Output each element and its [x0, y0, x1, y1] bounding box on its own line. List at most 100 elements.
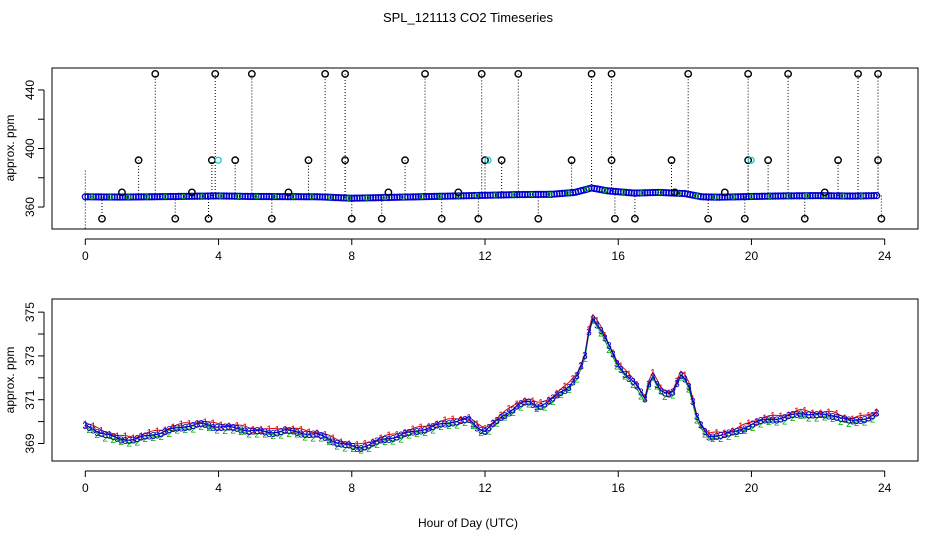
series-point-3: 3	[526, 397, 532, 408]
series-point-2: 2	[710, 434, 716, 445]
series-point-1: 1	[650, 368, 656, 379]
series-point-1: 1	[618, 362, 624, 373]
baseline-point	[169, 192, 177, 201]
series-point-1: 1	[762, 413, 768, 424]
outlier-point-mid	[341, 156, 350, 165]
baseline-point	[705, 193, 713, 201]
series-point-3: 3	[310, 430, 316, 441]
baseline-point-alt	[803, 193, 810, 199]
series-point-1: 1	[522, 397, 528, 408]
series-point-2: 2	[358, 446, 364, 457]
series-point-2: 2	[318, 433, 324, 444]
baseline-point	[404, 193, 412, 201]
series-point-3: 3	[482, 427, 488, 438]
series-point-3: 3	[122, 436, 128, 447]
series-point-1: 1	[602, 331, 608, 342]
series-point-2: 2	[598, 328, 604, 339]
baseline-point	[273, 192, 281, 201]
series-point-2: 2	[158, 432, 164, 443]
baseline-point	[244, 192, 252, 201]
series-point-1: 1	[130, 433, 136, 444]
series-point-2: 2	[166, 429, 172, 440]
baseline-point	[348, 194, 356, 202]
series-point-3: 3	[206, 422, 212, 433]
series-point-2: 2	[798, 411, 804, 422]
baseline-point	[529, 190, 537, 199]
series-point-3: 3	[738, 426, 744, 437]
baseline-point	[249, 192, 257, 201]
baseline-point-alt	[107, 194, 113, 200]
baseline-point-alt	[89, 194, 95, 200]
series-point-2: 2	[502, 413, 508, 424]
series-point-1: 1	[242, 422, 248, 433]
series-point-1: 1	[834, 409, 840, 420]
baseline-point	[521, 190, 529, 199]
outlier-point-low	[800, 214, 809, 223]
series-point-2: 2	[302, 432, 308, 443]
baseline-point	[193, 192, 201, 200]
baseline-point	[425, 192, 433, 201]
series-point-3: 3	[766, 415, 772, 426]
bottom-y-tick-label: 371	[23, 389, 37, 409]
series-point-3: 3	[334, 439, 340, 450]
outlier-point-high	[684, 69, 693, 78]
series-point-1: 1	[562, 381, 568, 392]
bottom-x-tick-label: 12	[478, 481, 492, 495]
series-point-3: 3	[374, 437, 380, 448]
baseline-point	[500, 191, 508, 199]
outlier-point-near	[384, 188, 393, 197]
baseline-point	[782, 192, 790, 200]
outlier-point-high	[607, 69, 616, 78]
baseline-point	[374, 194, 383, 202]
series-point-2: 2	[478, 428, 484, 439]
series-point-3: 3	[562, 386, 568, 397]
series-point-1: 1	[666, 389, 672, 400]
baseline-point-alt	[638, 190, 645, 196]
outlier-point-low	[347, 214, 356, 223]
outlier-point-mid	[401, 156, 409, 165]
series-point-3: 3	[158, 429, 164, 440]
baseline-point-alt	[492, 192, 498, 198]
outlier-point-low	[377, 214, 386, 223]
baseline-point	[257, 192, 265, 201]
baseline-point-alt	[528, 191, 535, 198]
series-point-3: 3	[722, 430, 728, 441]
outlier-point-high	[784, 69, 792, 78]
baseline-point	[412, 193, 420, 201]
baseline-point	[486, 191, 494, 199]
baseline-point	[420, 193, 428, 201]
baseline-point	[276, 192, 284, 201]
baseline-point	[110, 193, 119, 201]
series-point-3: 3	[198, 419, 204, 430]
series-point-3: 3	[134, 434, 140, 445]
series-point-3: 3	[558, 388, 564, 399]
series-point-3: 3	[770, 416, 776, 427]
baseline-point	[846, 192, 854, 200]
baseline-point	[643, 189, 652, 197]
series-point-3: 3	[854, 416, 860, 427]
series-point-3: 3	[718, 431, 724, 442]
series-point-2: 2	[310, 433, 316, 444]
series-point-3: 3	[186, 422, 192, 433]
baseline-point	[140, 193, 148, 201]
baseline-point-alt	[309, 194, 315, 200]
series-point-3: 3	[782, 413, 788, 424]
series-point-2: 2	[662, 392, 668, 403]
series-point-1: 1	[282, 425, 288, 436]
baseline-point	[236, 192, 244, 200]
series-point-2: 2	[862, 417, 868, 428]
series-point-3: 3	[698, 421, 704, 432]
series-point-3: 3	[678, 371, 684, 382]
baseline-point	[113, 193, 121, 201]
baseline-point	[758, 192, 766, 200]
series-point-1: 1	[314, 429, 320, 440]
outlier-point-near	[820, 188, 829, 197]
series-point-1: 1	[866, 411, 872, 422]
series-point-2: 2	[446, 421, 452, 432]
series-point-3: 3	[358, 444, 364, 455]
outlier-point-mid	[764, 156, 773, 165]
series-point-1: 1	[370, 438, 376, 449]
series-point-1: 1	[210, 418, 216, 429]
top-x-tick-label: 16	[612, 249, 626, 263]
